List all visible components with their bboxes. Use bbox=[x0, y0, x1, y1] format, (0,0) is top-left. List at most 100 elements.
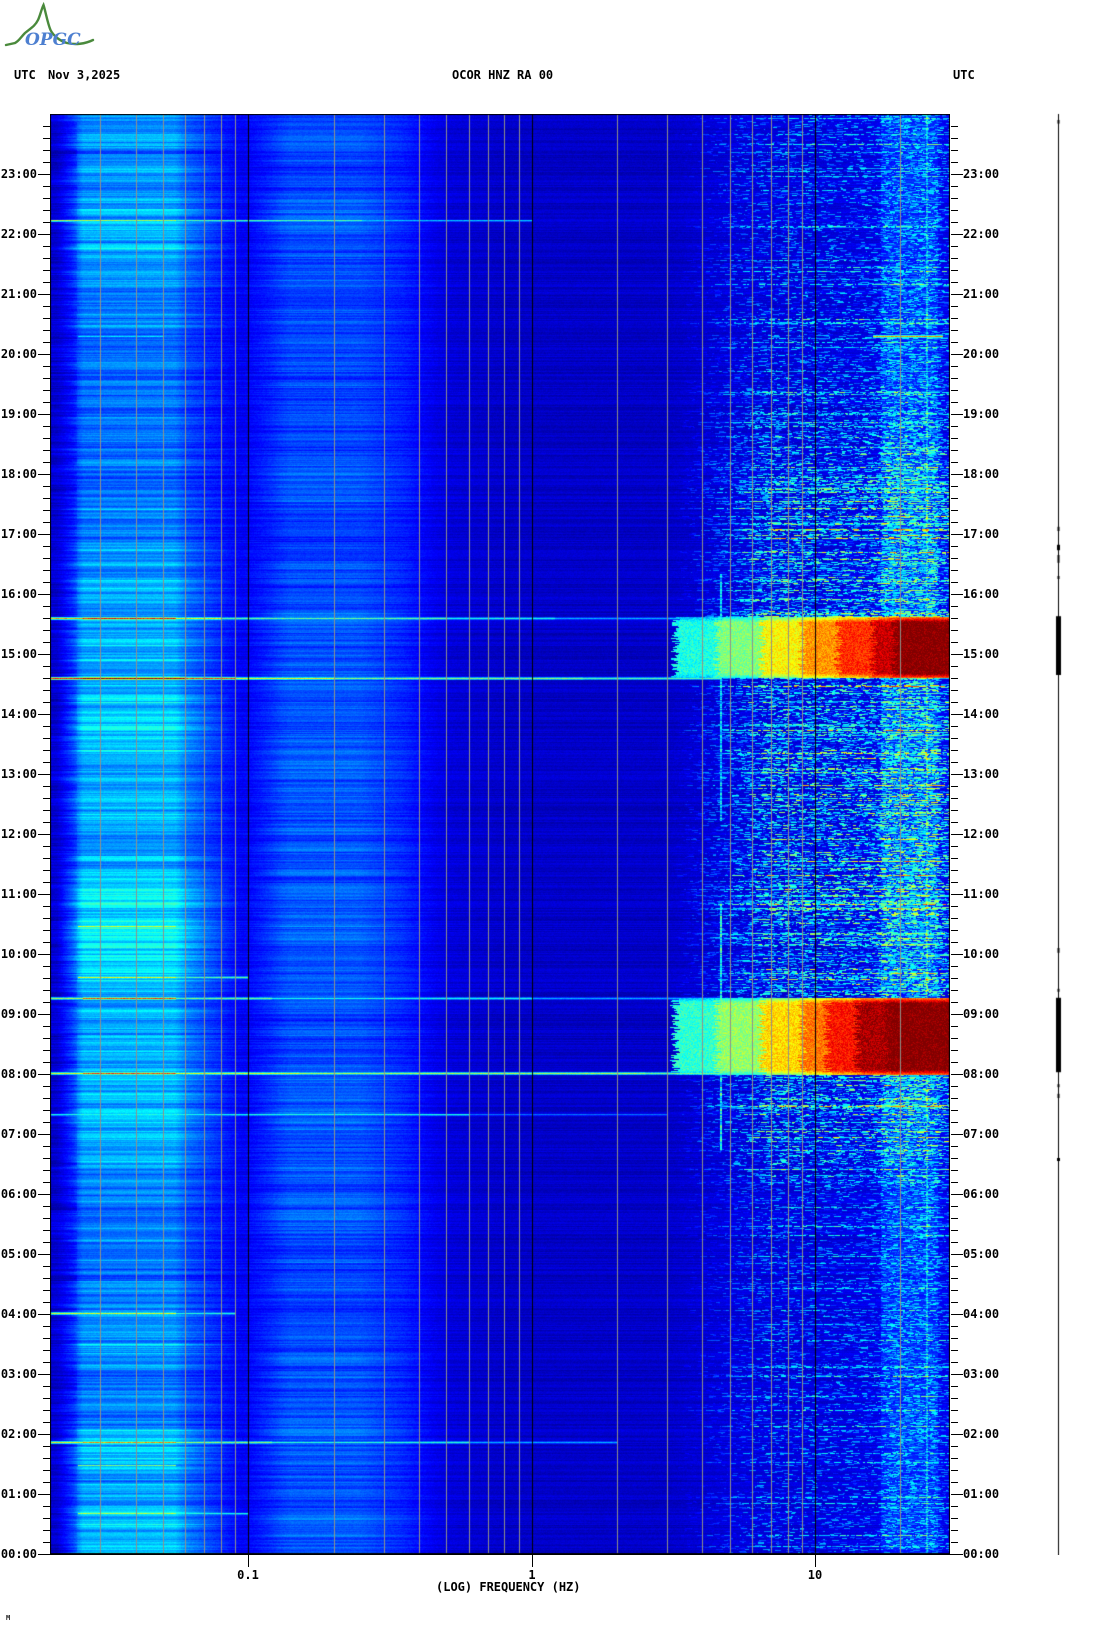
minor-tick-right bbox=[951, 1302, 958, 1303]
minor-tick-right bbox=[951, 198, 958, 199]
hour-label-left: 01:00 bbox=[0, 1487, 37, 1501]
minor-tick-left bbox=[43, 750, 50, 751]
minor-tick-left bbox=[43, 150, 50, 151]
minor-tick-left bbox=[43, 582, 50, 583]
minor-tick-left bbox=[43, 306, 50, 307]
minor-tick-right bbox=[951, 1098, 958, 1099]
hour-tick-left bbox=[38, 954, 50, 955]
minor-tick-left bbox=[43, 846, 50, 847]
hour-tick-left bbox=[38, 1554, 50, 1555]
minor-tick-right bbox=[951, 702, 958, 703]
minor-tick-right bbox=[951, 558, 958, 559]
minor-tick-left bbox=[43, 822, 50, 823]
minor-tick-right bbox=[951, 1038, 958, 1039]
minor-tick-left bbox=[43, 1218, 50, 1219]
hour-tick-left bbox=[38, 294, 50, 295]
hour-tick-right bbox=[951, 594, 963, 595]
minor-tick-left bbox=[43, 1410, 50, 1411]
hour-tick-left bbox=[38, 1194, 50, 1195]
minor-tick-right bbox=[951, 378, 958, 379]
minor-tick-left bbox=[43, 186, 50, 187]
minor-tick-right bbox=[951, 738, 958, 739]
minor-tick-left bbox=[43, 1542, 50, 1543]
hour-label-left: 15:00 bbox=[0, 647, 37, 661]
minor-tick-left bbox=[43, 1446, 50, 1447]
minor-tick-right bbox=[951, 486, 958, 487]
minor-tick-left bbox=[43, 1050, 50, 1051]
minor-tick-left bbox=[43, 1290, 50, 1291]
minor-tick-left bbox=[43, 786, 50, 787]
minor-tick-right bbox=[951, 810, 958, 811]
minor-tick-right bbox=[951, 1518, 958, 1519]
hour-tick-right bbox=[951, 1494, 963, 1495]
minor-tick-left bbox=[43, 222, 50, 223]
hour-label-right: 17:00 bbox=[963, 527, 1000, 541]
hour-label-left: 18:00 bbox=[0, 467, 37, 481]
minor-tick-left bbox=[43, 738, 50, 739]
hour-label-right: 06:00 bbox=[963, 1187, 1000, 1201]
hour-label-left: 03:00 bbox=[0, 1367, 37, 1381]
minor-tick-right bbox=[951, 798, 958, 799]
freq-tick-label: 1 bbox=[528, 1568, 536, 1582]
minor-tick-left bbox=[43, 858, 50, 859]
station-title: OCOR HNZ RA 00 bbox=[452, 68, 554, 82]
hour-label-right: 14:00 bbox=[963, 707, 1000, 721]
hour-tick-right bbox=[951, 774, 963, 775]
freq-tick bbox=[815, 1555, 816, 1567]
tz-label-right: UTC bbox=[953, 68, 975, 82]
minor-tick-left bbox=[43, 678, 50, 679]
minor-tick-left bbox=[43, 1506, 50, 1507]
hour-tick-right bbox=[951, 834, 963, 835]
minor-tick-right bbox=[951, 390, 958, 391]
minor-tick-right bbox=[951, 618, 958, 619]
minor-tick-right bbox=[951, 1326, 958, 1327]
minor-tick-left bbox=[43, 522, 50, 523]
minor-tick-left bbox=[43, 918, 50, 919]
minor-tick-right bbox=[951, 750, 958, 751]
minor-tick-left bbox=[43, 318, 50, 319]
minor-tick-right bbox=[951, 1530, 958, 1531]
hour-label-left: 17:00 bbox=[0, 527, 37, 541]
minor-tick-left bbox=[43, 606, 50, 607]
minor-tick-right bbox=[951, 1446, 958, 1447]
minor-tick-right bbox=[951, 606, 958, 607]
minor-tick-right bbox=[951, 1278, 958, 1279]
minor-tick-left bbox=[43, 1518, 50, 1519]
minor-tick-left bbox=[43, 618, 50, 619]
minor-tick-right bbox=[951, 210, 958, 211]
hour-tick-left bbox=[38, 1374, 50, 1375]
minor-tick-right bbox=[951, 1290, 958, 1291]
hour-label-left: 16:00 bbox=[0, 587, 37, 601]
hour-tick-left bbox=[38, 774, 50, 775]
minor-tick-right bbox=[951, 150, 958, 151]
minor-tick-left bbox=[43, 1458, 50, 1459]
minor-tick-right bbox=[951, 906, 958, 907]
minor-tick-right bbox=[951, 1002, 958, 1003]
hour-tick-left bbox=[38, 894, 50, 895]
minor-tick-right bbox=[951, 1218, 958, 1219]
minor-tick-left bbox=[43, 546, 50, 547]
minor-tick-left bbox=[43, 1230, 50, 1231]
minor-tick-left bbox=[43, 366, 50, 367]
opgc-logo: OPGC bbox=[4, 2, 95, 50]
minor-tick-left bbox=[43, 642, 50, 643]
minor-tick-left bbox=[43, 1350, 50, 1351]
minor-tick-left bbox=[43, 510, 50, 511]
minor-tick-left bbox=[43, 1146, 50, 1147]
minor-tick-left bbox=[43, 402, 50, 403]
minor-tick-left bbox=[43, 1002, 50, 1003]
minor-tick-right bbox=[951, 1470, 958, 1471]
minor-tick-right bbox=[951, 1062, 958, 1063]
minor-tick-right bbox=[951, 138, 958, 139]
minor-tick-left bbox=[43, 390, 50, 391]
hour-label-left: 09:00 bbox=[0, 1007, 37, 1021]
minor-tick-left bbox=[43, 450, 50, 451]
hour-tick-right bbox=[951, 1314, 963, 1315]
hour-label-right: 09:00 bbox=[963, 1007, 1000, 1021]
minor-tick-right bbox=[951, 330, 958, 331]
minor-tick-left bbox=[43, 1038, 50, 1039]
hour-tick-right bbox=[951, 294, 963, 295]
minor-tick-right bbox=[951, 918, 958, 919]
hour-tick-right bbox=[951, 1134, 963, 1135]
minor-tick-right bbox=[951, 666, 958, 667]
